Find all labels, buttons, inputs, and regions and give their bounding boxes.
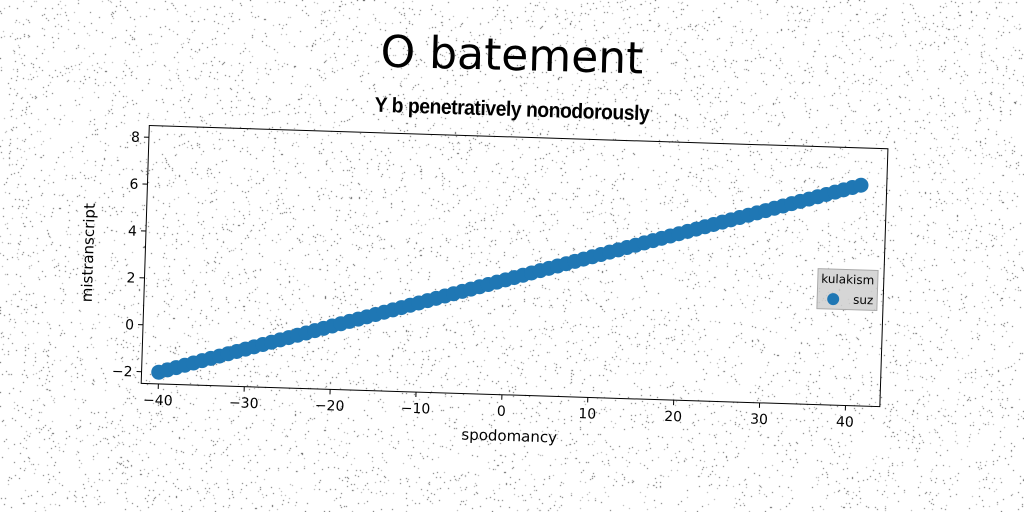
y-tick-label: 0 <box>125 317 134 333</box>
y-ticks: −2 0 2 4 6 8 <box>112 130 149 381</box>
legend-marker <box>827 293 840 306</box>
x-tick-label: −20 <box>315 398 345 415</box>
y-tick-label: −2 <box>112 364 133 381</box>
x-tick-label: 0 <box>497 404 506 420</box>
y-tick-label: 2 <box>126 270 135 286</box>
legend-label: suz <box>853 293 874 308</box>
data-points <box>151 177 869 380</box>
legend-title: kulakism <box>821 272 875 288</box>
data-point <box>853 177 869 193</box>
legend: kulakism suz <box>816 268 879 311</box>
x-tick-label: −40 <box>143 392 173 409</box>
y-axis-label: mistranscript <box>78 203 99 303</box>
x-tick-label: 20 <box>664 409 682 426</box>
x-tick-label: 10 <box>578 406 596 423</box>
y-tick-label: 4 <box>128 223 137 239</box>
y-tick-label: 8 <box>131 130 140 146</box>
x-tick-label: 40 <box>836 414 854 431</box>
x-tick-label: −30 <box>229 395 259 412</box>
x-tick-label: 30 <box>750 412 768 429</box>
x-tick-label: −10 <box>400 401 430 418</box>
x-axis-label: spodomancy <box>461 425 557 446</box>
x-ticks: −40 −30 −20 −10 0 10 20 30 40 <box>143 383 854 431</box>
axes-frame <box>140 125 889 408</box>
y-tick-label: 6 <box>129 177 138 193</box>
